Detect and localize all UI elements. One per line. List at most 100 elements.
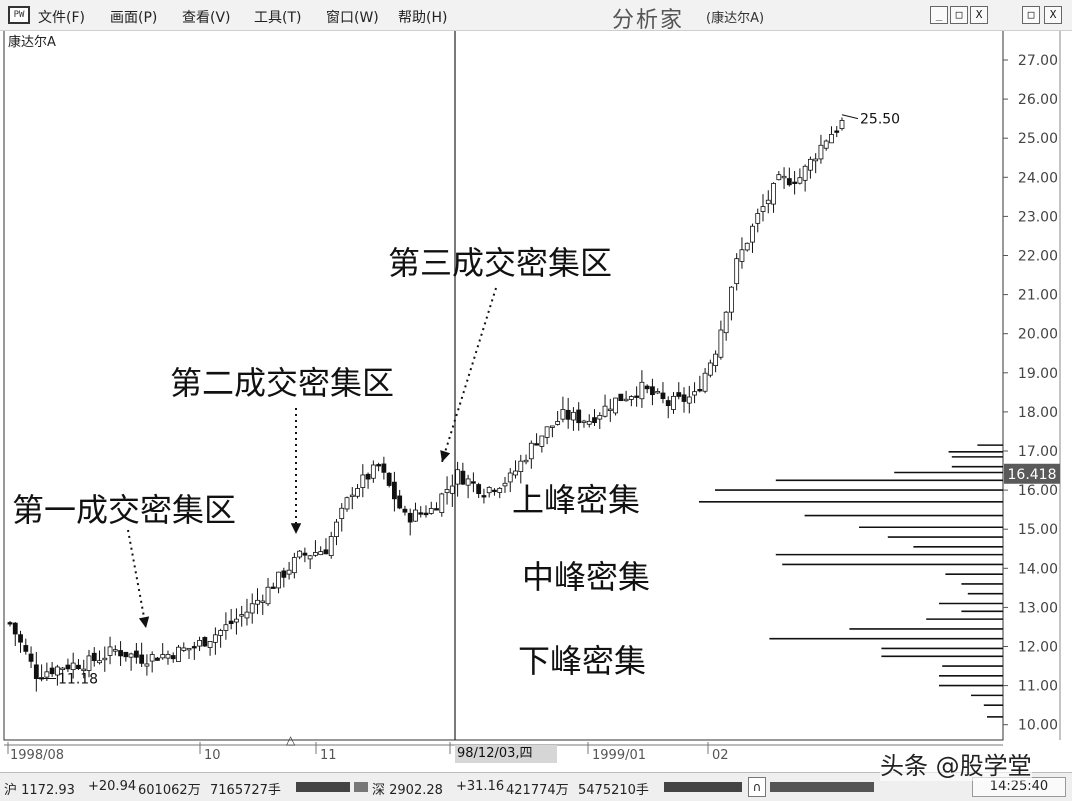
annotation-zone-1: 第一成交密集区	[12, 491, 237, 529]
candle-body	[618, 393, 624, 402]
candle-body	[302, 552, 308, 556]
y-tick-label: 22.00	[1018, 249, 1058, 265]
candle-body	[334, 521, 339, 537]
zone-1-arrow-head	[138, 616, 150, 628]
candle-body	[239, 614, 245, 617]
candle-body	[444, 489, 450, 494]
candle-body	[376, 464, 382, 467]
sz-index: 深 2902.28	[372, 783, 443, 798]
sh-up-bar	[296, 782, 350, 792]
candle-body	[455, 469, 460, 485]
candle-body	[602, 405, 608, 417]
candle-body	[823, 140, 829, 149]
candle-body	[91, 652, 97, 662]
candle-body	[607, 408, 613, 411]
candle-body	[255, 599, 260, 605]
candle-body	[49, 667, 55, 675]
stock-name: 康达尔A	[8, 35, 56, 50]
child-minimize-button[interactable]: _	[930, 6, 948, 24]
candle-body	[360, 474, 366, 488]
candle-body	[765, 199, 771, 205]
candle-body	[107, 646, 113, 656]
candle-body	[697, 389, 703, 392]
y-tick-label: 19.00	[1018, 366, 1058, 382]
candle-body	[244, 611, 250, 619]
candle-body	[802, 165, 808, 181]
candle-body	[434, 508, 439, 511]
candle-body	[313, 552, 318, 556]
child-maximize-button[interactable]: □	[950, 6, 968, 24]
candle-body	[718, 329, 724, 358]
low-price-label: 11.18	[58, 672, 98, 688]
candle-body	[723, 311, 729, 334]
candle-body	[423, 512, 429, 516]
candle-body	[12, 622, 18, 635]
candle-body	[402, 508, 408, 513]
current-price-label: 16.418	[1008, 467, 1057, 483]
candle-body	[228, 620, 234, 625]
candle-body	[133, 650, 139, 658]
y-tick-label: 18.00	[1018, 405, 1058, 421]
menu-window[interactable]: 窗口(W)	[326, 10, 379, 26]
candle-body	[165, 654, 171, 659]
sh-index: 沪 1172.93	[4, 783, 75, 798]
event-marker: △	[286, 733, 296, 747]
sz-volume: 5475210手	[578, 783, 649, 798]
candle-body	[549, 425, 555, 428]
sh-amount: 601062万	[138, 783, 201, 798]
candle-body	[413, 509, 418, 522]
app-icon[interactable]: PW	[8, 6, 30, 24]
candle-body	[123, 651, 129, 658]
status-bar: 沪 1172.93 +20.94 601062万 7165727手 深 2902…	[0, 772, 1072, 801]
lock-icon[interactable]: ∩	[748, 777, 766, 797]
candle-body	[650, 386, 655, 396]
candle-body	[139, 654, 145, 664]
candle-body	[65, 664, 71, 670]
candle-body	[276, 571, 281, 589]
close-button[interactable]: X	[1044, 6, 1062, 24]
annotation-zone-2: 第二成交密集区	[170, 364, 395, 402]
y-tick-label: 14.00	[1018, 561, 1058, 577]
menu-screen[interactable]: 画面(P)	[110, 10, 158, 26]
annotation-zone-3: 第三成交密集区	[388, 244, 613, 282]
candle-body	[149, 654, 155, 662]
candle-body	[734, 258, 740, 285]
candle-body	[523, 459, 529, 463]
sh-flat-bar	[354, 782, 368, 792]
candle-body	[118, 650, 123, 657]
candle-body	[218, 630, 224, 636]
candle-body	[544, 426, 550, 438]
candle-body	[818, 144, 824, 160]
candle-body	[307, 555, 313, 560]
candle-body	[160, 654, 166, 659]
candle-body	[492, 489, 497, 493]
menu-file[interactable]: 文件(F)	[38, 10, 85, 26]
zone-2-arrow-head	[290, 523, 302, 534]
restore-button[interactable]: □	[1022, 6, 1040, 24]
child-close-button[interactable]: X	[970, 6, 988, 24]
candle-body	[613, 397, 618, 414]
candle-body	[686, 396, 692, 404]
candle-body	[797, 177, 803, 184]
candle-body	[86, 655, 92, 671]
candle-body	[792, 181, 798, 184]
candle-body	[155, 657, 160, 661]
candle-body	[665, 400, 671, 407]
menu-help[interactable]: 帮助(H)	[398, 10, 448, 26]
candle-body	[707, 362, 713, 376]
candle-body	[328, 536, 334, 556]
sz-change: +31.16	[456, 779, 505, 794]
sh-change: +20.94	[88, 779, 137, 794]
candle-body	[702, 372, 708, 392]
candle-body	[476, 484, 482, 495]
candle-body	[465, 478, 471, 486]
app-title: 分析家	[612, 8, 685, 33]
candle-body	[144, 663, 150, 667]
menu-view[interactable]: 查看(V)	[182, 10, 231, 26]
candle-body	[112, 649, 118, 652]
candle-body	[839, 120, 845, 129]
x-label: 10	[204, 748, 221, 763]
candle-body	[565, 409, 571, 420]
candle-body	[18, 634, 23, 643]
menu-tools[interactable]: 工具(T)	[254, 10, 302, 26]
